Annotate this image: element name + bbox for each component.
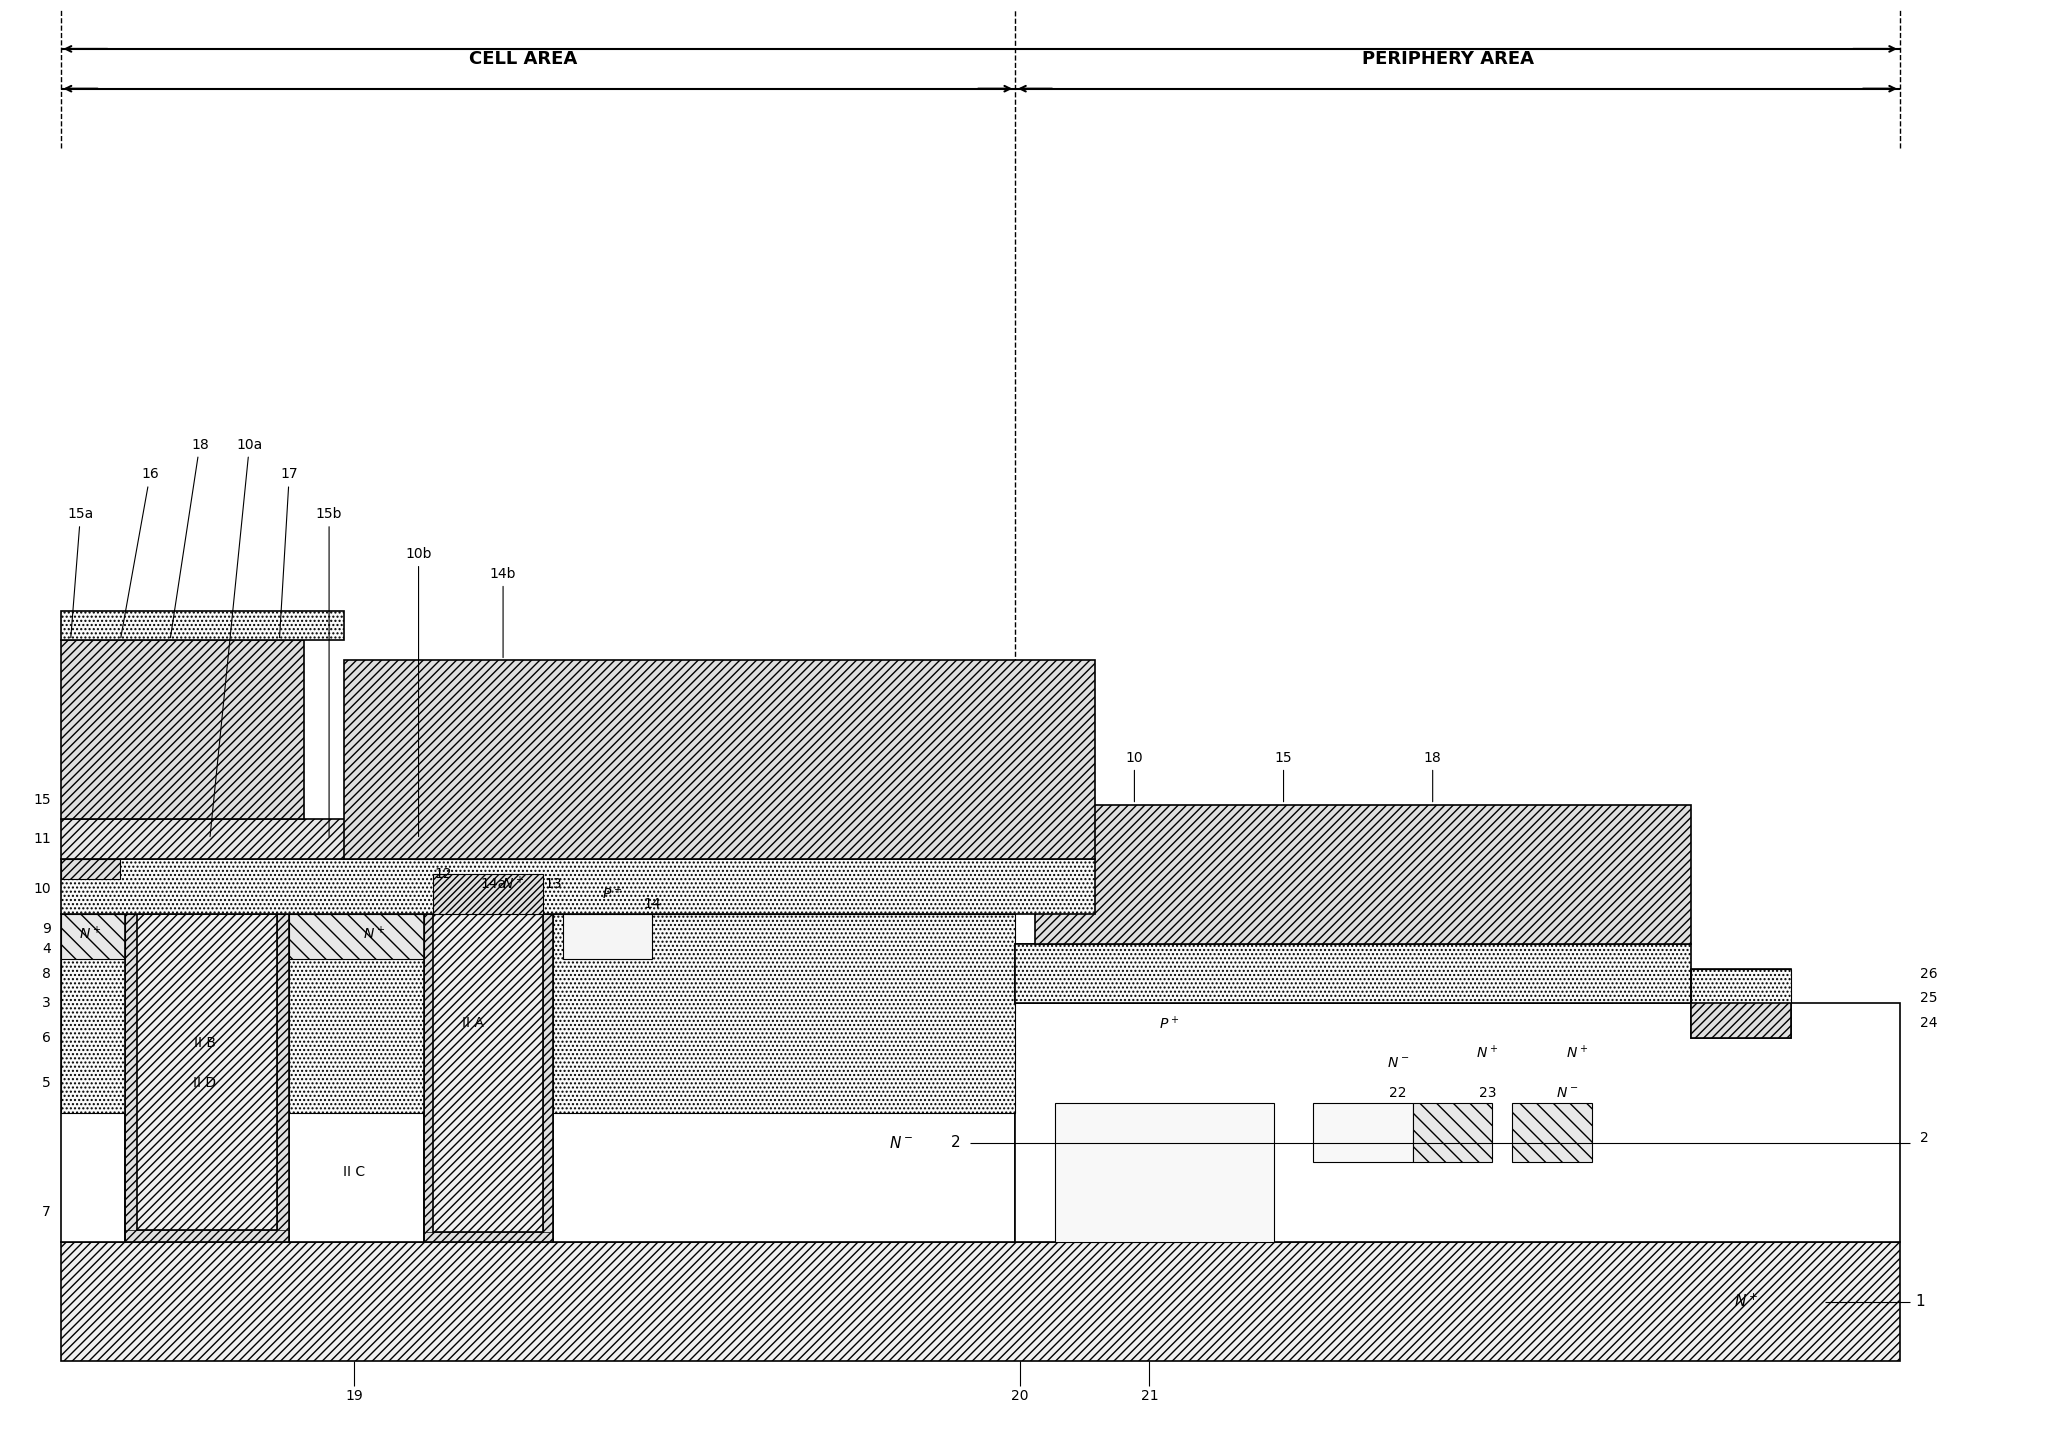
Text: PERIPHERY AREA: PERIPHERY AREA bbox=[1361, 49, 1534, 68]
Text: $P^+$: $P^+$ bbox=[1158, 1014, 1179, 1032]
Text: $P^+$: $P^+$ bbox=[603, 886, 622, 903]
Text: 26: 26 bbox=[1920, 967, 1937, 981]
Text: 14a: 14a bbox=[479, 877, 506, 892]
Bar bbox=[60, 913, 1016, 1243]
Text: 15b: 15b bbox=[316, 507, 343, 837]
Text: $N^+$: $N^+$ bbox=[1476, 1045, 1499, 1062]
Text: 5: 5 bbox=[41, 1077, 52, 1090]
Bar bbox=[345, 660, 1094, 860]
Text: $N^+$: $N^+$ bbox=[363, 925, 384, 942]
Text: $N^-$: $N^-$ bbox=[888, 1134, 913, 1150]
Text: CELL AREA: CELL AREA bbox=[469, 49, 576, 68]
Text: 10b: 10b bbox=[405, 548, 432, 837]
Bar bbox=[543, 913, 553, 1243]
Bar bbox=[126, 913, 289, 1243]
Text: $N^+$: $N^+$ bbox=[1565, 1045, 1588, 1062]
Text: 23: 23 bbox=[1479, 1085, 1497, 1100]
Bar bbox=[1313, 1103, 1412, 1162]
Text: 2: 2 bbox=[1920, 1130, 1929, 1144]
Text: II B: II B bbox=[194, 1036, 217, 1051]
Text: 18: 18 bbox=[1423, 751, 1441, 802]
Bar bbox=[1512, 1103, 1592, 1162]
Bar bbox=[1016, 944, 1611, 1003]
Text: 20: 20 bbox=[1012, 1389, 1028, 1403]
Bar bbox=[126, 913, 289, 1243]
Bar bbox=[1691, 968, 1790, 1038]
Text: 8: 8 bbox=[41, 967, 52, 981]
Text: 6: 6 bbox=[41, 1032, 52, 1045]
Bar bbox=[126, 1230, 289, 1243]
Bar bbox=[60, 913, 1016, 1243]
Text: 24: 24 bbox=[1920, 1016, 1937, 1030]
Text: 15: 15 bbox=[33, 792, 52, 806]
Text: $N^-$: $N^-$ bbox=[1388, 1056, 1408, 1071]
Text: 11: 11 bbox=[33, 832, 52, 847]
Text: II A: II A bbox=[463, 1016, 483, 1030]
Bar bbox=[434, 913, 543, 1233]
Bar bbox=[60, 913, 126, 1113]
Text: $N^+$: $N^+$ bbox=[1735, 1293, 1757, 1311]
Text: 1: 1 bbox=[1914, 1295, 1925, 1309]
Bar bbox=[60, 1243, 1900, 1361]
Bar bbox=[126, 913, 136, 1243]
Bar bbox=[60, 860, 120, 879]
Text: 3: 3 bbox=[41, 997, 52, 1010]
Bar bbox=[60, 913, 126, 958]
Text: 10: 10 bbox=[1125, 751, 1144, 802]
Text: 13: 13 bbox=[543, 877, 562, 892]
Bar bbox=[434, 874, 543, 913]
Bar bbox=[1412, 1103, 1493, 1162]
Text: 15: 15 bbox=[1274, 751, 1293, 802]
Text: II C: II C bbox=[343, 1165, 366, 1179]
Bar bbox=[413, 819, 564, 860]
Text: 10a: 10a bbox=[211, 438, 262, 837]
Bar bbox=[1691, 968, 1790, 1003]
Text: 22: 22 bbox=[1390, 1085, 1406, 1100]
Bar bbox=[553, 913, 1016, 1113]
Text: II D: II D bbox=[194, 1077, 217, 1090]
Bar bbox=[423, 913, 553, 1243]
Bar bbox=[1691, 1003, 1790, 1038]
Bar bbox=[1016, 1003, 1900, 1243]
Text: 16: 16 bbox=[120, 467, 159, 637]
Text: $N^+$: $N^+$ bbox=[78, 925, 101, 942]
Text: $N^+$: $N^+$ bbox=[502, 876, 525, 893]
Bar bbox=[277, 913, 289, 1243]
Text: 18: 18 bbox=[171, 438, 209, 637]
Bar bbox=[289, 913, 423, 958]
Bar bbox=[423, 913, 434, 1243]
Text: 9: 9 bbox=[41, 922, 52, 936]
Text: 19: 19 bbox=[345, 1389, 363, 1403]
Text: 10: 10 bbox=[33, 881, 52, 896]
Bar bbox=[289, 913, 423, 1113]
Text: 12: 12 bbox=[434, 867, 452, 881]
Bar bbox=[60, 819, 1016, 860]
Text: 17: 17 bbox=[279, 467, 297, 637]
Text: 2: 2 bbox=[950, 1136, 960, 1150]
Bar bbox=[423, 1233, 553, 1243]
Text: 4: 4 bbox=[41, 942, 52, 955]
Text: 7: 7 bbox=[41, 1205, 52, 1220]
Bar bbox=[1016, 944, 1691, 1003]
Bar bbox=[1035, 805, 1691, 944]
Bar bbox=[1016, 1003, 1900, 1243]
Bar bbox=[60, 640, 304, 819]
Bar bbox=[136, 913, 277, 1230]
Text: 25: 25 bbox=[1920, 991, 1937, 1006]
Text: 15a: 15a bbox=[68, 507, 93, 637]
Text: 21: 21 bbox=[1140, 1389, 1158, 1403]
Bar bbox=[564, 913, 653, 958]
Bar bbox=[60, 860, 1094, 913]
Text: $N^-$: $N^-$ bbox=[1555, 1085, 1578, 1100]
Bar bbox=[60, 611, 345, 640]
Text: 14b: 14b bbox=[489, 566, 516, 657]
Bar bbox=[423, 913, 553, 1243]
Text: 14: 14 bbox=[644, 897, 661, 910]
Bar bbox=[1055, 1103, 1274, 1243]
